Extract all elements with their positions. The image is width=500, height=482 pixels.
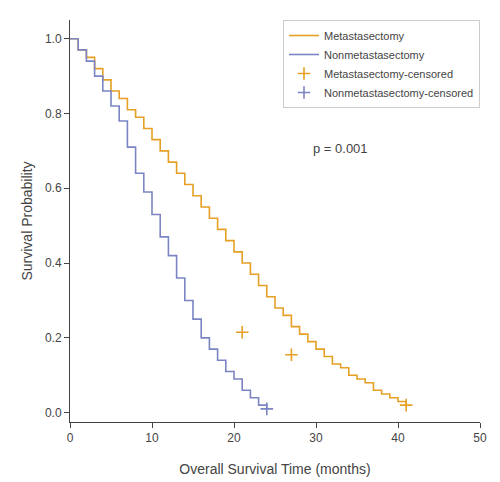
svg-text:1.0: 1.0 bbox=[45, 32, 62, 46]
svg-text:p = 0.001: p = 0.001 bbox=[313, 141, 368, 156]
svg-text:0.2: 0.2 bbox=[45, 331, 62, 345]
svg-text:Nonmetastasectomy-censored: Nonmetastasectomy-censored bbox=[324, 87, 473, 99]
svg-text:10: 10 bbox=[145, 431, 159, 445]
svg-text:0.4: 0.4 bbox=[45, 256, 62, 270]
svg-text:0.0: 0.0 bbox=[45, 406, 62, 420]
svg-text:0.6: 0.6 bbox=[45, 181, 62, 195]
svg-text:Nonmetastasectomy: Nonmetastasectomy bbox=[324, 49, 425, 61]
svg-text:50: 50 bbox=[473, 431, 487, 445]
svg-text:Metastasectomy-censored: Metastasectomy-censored bbox=[324, 68, 453, 80]
svg-text:0: 0 bbox=[67, 431, 74, 445]
svg-text:0.8: 0.8 bbox=[45, 107, 62, 121]
svg-text:Metastasectomy: Metastasectomy bbox=[324, 30, 405, 42]
svg-text:Survival Probability: Survival Probability bbox=[19, 161, 35, 280]
svg-text:Overall Survival Time (months): Overall Survival Time (months) bbox=[179, 461, 370, 477]
svg-text:20: 20 bbox=[227, 431, 241, 445]
svg-text:30: 30 bbox=[309, 431, 323, 445]
svg-text:40: 40 bbox=[391, 431, 405, 445]
